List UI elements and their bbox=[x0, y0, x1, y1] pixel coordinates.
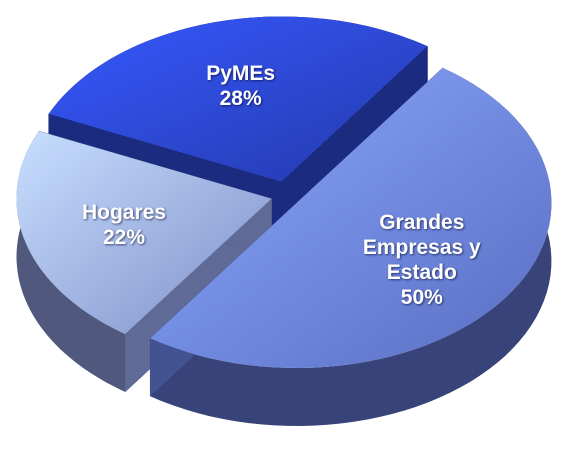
category-label: Grandes Empresas y Estado bbox=[362, 210, 481, 284]
slice-label: Hogares 22% bbox=[64, 200, 184, 250]
slice-wall bbox=[16, 131, 126, 392]
pie-slice bbox=[16, 131, 272, 334]
slice-wall bbox=[150, 67, 552, 427]
value-label: 22% bbox=[102, 226, 145, 249]
category-label: Hogares bbox=[81, 201, 166, 224]
value-label: 50% bbox=[400, 285, 443, 309]
pie-slice bbox=[150, 67, 552, 369]
slice-label: Grandes Empresas y Estado 50% bbox=[362, 210, 482, 310]
category-label: PyMEs bbox=[206, 62, 276, 86]
pie-slice bbox=[48, 16, 428, 182]
slice-label: PyMEs 28% bbox=[181, 61, 301, 111]
value-label: 28% bbox=[219, 87, 262, 111]
